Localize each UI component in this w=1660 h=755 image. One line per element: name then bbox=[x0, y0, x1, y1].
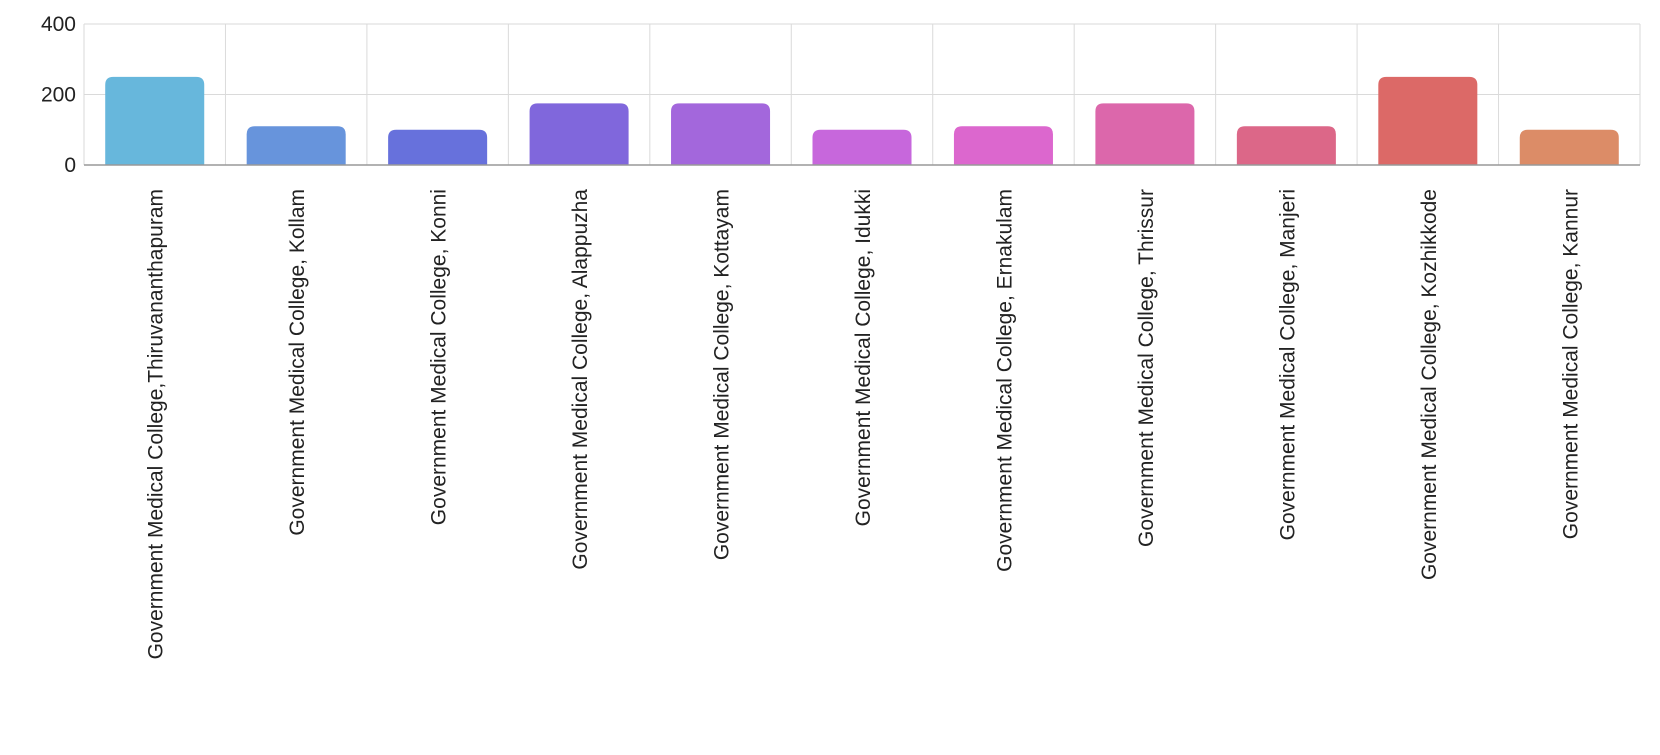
x-tick-label: Government Medical College, Kollam bbox=[286, 189, 309, 536]
bar bbox=[529, 103, 629, 165]
x-tick-label: Government Medical College, Thrissur bbox=[1135, 189, 1158, 547]
x-tick-label: Government Medical College, Manjeri bbox=[1276, 189, 1299, 540]
y-tick-labels: 0 200 400 bbox=[41, 13, 76, 177]
y-tick-label: 0 bbox=[64, 154, 76, 177]
x-tick-labels: Government Medical College,Thiruvanantha… bbox=[145, 189, 1583, 660]
bar bbox=[246, 126, 346, 165]
x-tick-label: Government Medical College, Kottayam bbox=[711, 189, 734, 560]
x-tick-label: Government Medical College, Idukki bbox=[852, 189, 875, 526]
x-tick-label: Government Medical College, Alappuzha bbox=[569, 189, 592, 570]
x-tick-label: Government Medical College,Thiruvanantha… bbox=[145, 189, 168, 659]
bars bbox=[105, 76, 1619, 165]
bar bbox=[105, 76, 205, 165]
bar bbox=[1236, 126, 1336, 165]
bar bbox=[812, 129, 912, 165]
bar bbox=[671, 103, 771, 165]
x-tick-label: Government Medical College, Konni bbox=[428, 189, 451, 525]
x-tick-label: Government Medical College, Kannur bbox=[1559, 189, 1582, 539]
x-tick-label: Government Medical College, Ernakulam bbox=[993, 189, 1016, 572]
bar bbox=[1519, 129, 1619, 165]
bar bbox=[1095, 103, 1195, 165]
bar bbox=[953, 126, 1053, 165]
y-tick-label: 200 bbox=[41, 84, 76, 107]
y-tick-label: 400 bbox=[41, 13, 76, 36]
bar bbox=[388, 129, 488, 165]
bar bbox=[1378, 76, 1478, 165]
x-tick-label: Government Medical College, Kozhikkode bbox=[1418, 189, 1441, 580]
